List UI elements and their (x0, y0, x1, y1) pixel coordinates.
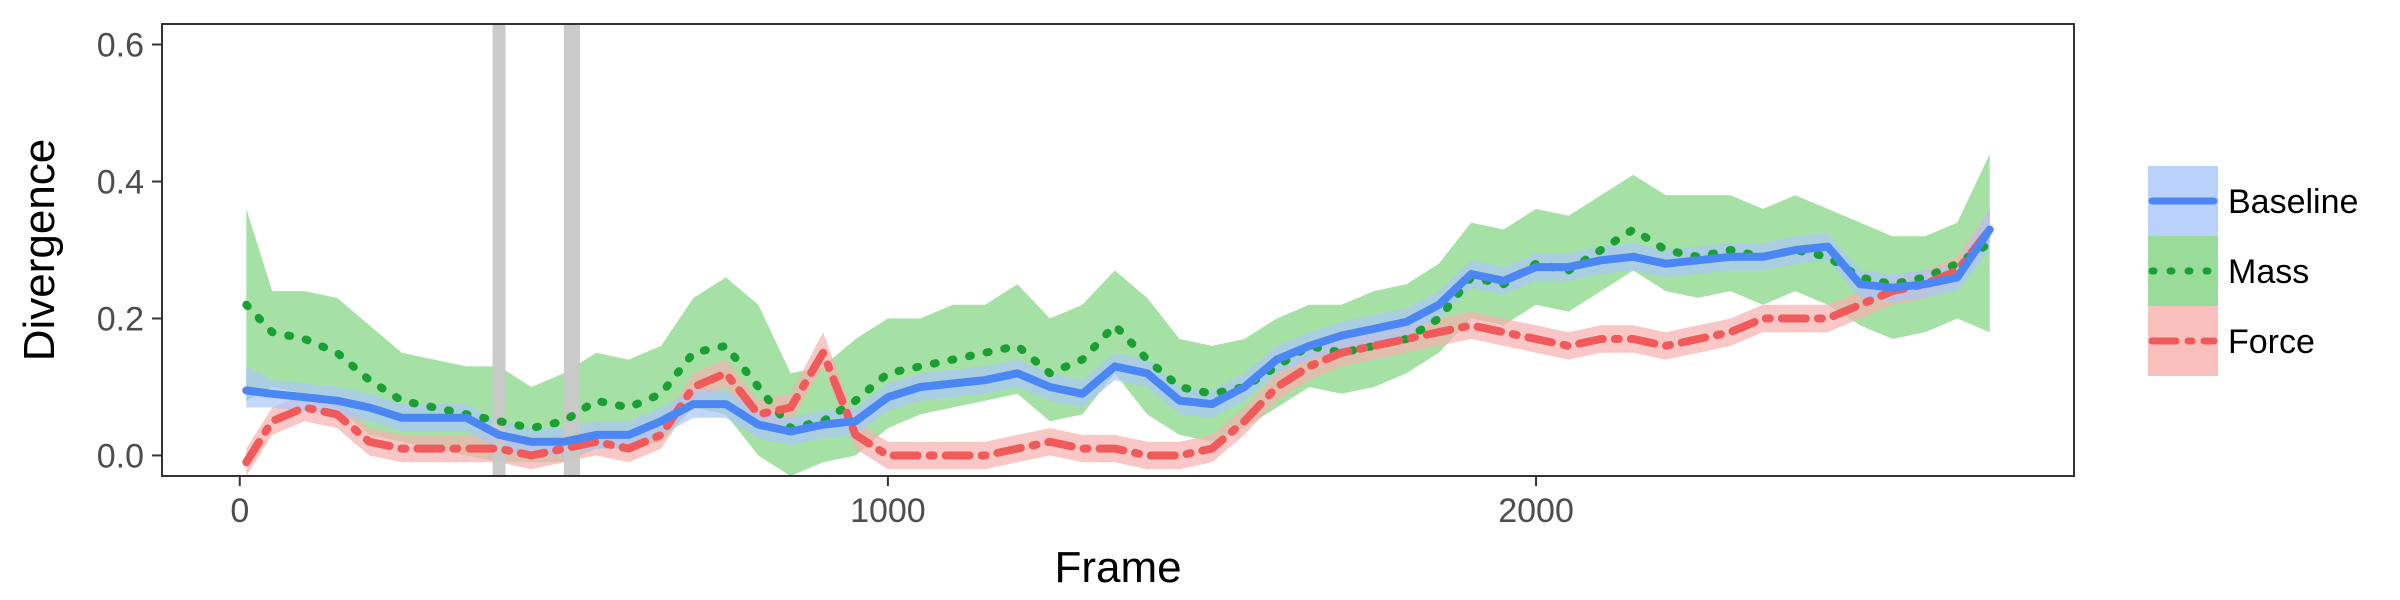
y-tick-label-0.6: 0.6 (97, 27, 144, 65)
x-tick-label-0: 0 (230, 492, 249, 530)
legend-label-force: Force (2228, 323, 2315, 361)
plot-panel-border (161, 23, 2075, 477)
y-tick-label-0.0: 0.0 (97, 437, 144, 475)
x-tick-label-1000: 1000 (850, 492, 926, 530)
legend: Baseline Mass Force (2148, 166, 2358, 376)
y-axis-title: Divergence (15, 139, 64, 362)
shaded-frame-marker-1 (492, 24, 506, 476)
axes: 0 1000 2000 0.0 0.2 0.4 0.6 (97, 27, 1574, 530)
legend-label-mass: Mass (2228, 253, 2309, 291)
y-tick-label-0.4: 0.4 (97, 164, 144, 202)
plot-area (242, 24, 1994, 476)
legend-label-baseline: Baseline (2228, 183, 2358, 221)
y-tick-label-0.2: 0.2 (97, 300, 144, 338)
shaded-frame-marker-2 (563, 24, 581, 476)
x-axis-title: Frame (1054, 543, 1181, 592)
series-line-baseline (242, 225, 1994, 446)
x-tick-label-2000: 2000 (1498, 492, 1574, 530)
series-line-force (242, 225, 1994, 467)
